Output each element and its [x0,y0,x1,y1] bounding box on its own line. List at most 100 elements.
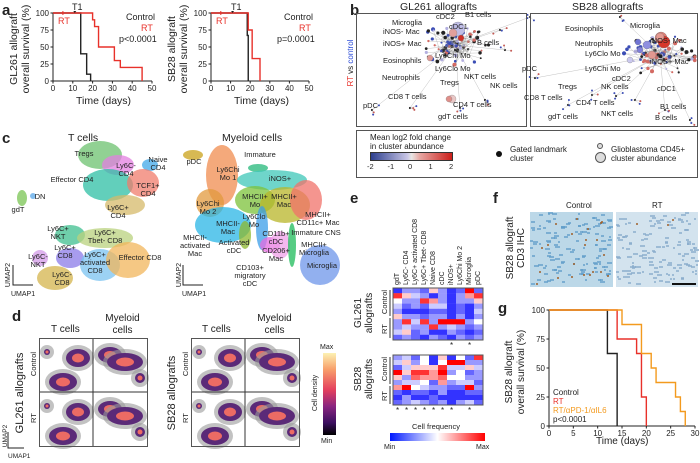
heatmap-cell [456,400,466,406]
t-cell-cluster-label: TCF1+ CD4 [136,181,160,198]
y-tick-label: 75 [40,26,49,35]
heatmap-cell [411,329,421,335]
heatmap-cell [474,288,484,294]
sb28-cluster-label: pDC [522,64,538,73]
heatmap-cell [402,365,412,371]
y-tick-label: 25 [40,60,49,69]
cluster-node [627,45,631,49]
cluster-node [687,58,691,62]
y-tick-label: 100 [532,306,546,315]
network-edge [455,42,467,62]
panel-label-d: d [12,308,22,325]
tissue-texture [539,242,542,245]
abundance-line1: Glioblastoma CD45+ [611,145,686,154]
tissue-texture [533,264,539,267]
lfc-tick-label: 2 [449,162,454,171]
t-cell-cluster-label: Ly6C- CD4 [116,161,136,178]
heatmap-cell [438,355,448,361]
cluster-node [440,41,443,44]
heatmap-cell [465,308,475,315]
myeloid-umap-title: Myeloid cells [222,132,283,144]
tissue-texture [618,277,621,280]
t-cell-cluster-label: Ly6C+ CD4 [107,203,129,220]
sb28-network-title: SB28 allografts [572,1,644,13]
y-tick-label: 100 [194,9,208,18]
lfc-title-line2: in cluster abundance [370,142,444,151]
sb28-cluster-label: B1 cells [660,102,687,111]
heatmap-cell [474,395,484,401]
heatmap-cell [402,293,412,299]
heatmap-column-label: Ly6C+ activated CD8 [412,218,419,285]
rt-vs-control-label: RT vs control [346,28,356,98]
cd3-positive-cell [671,219,674,222]
tissue-texture [681,259,685,262]
myeloid-cluster-label: CD11b+ cDC [262,229,290,246]
heatmap-cell [393,400,403,406]
heatmap-cell [447,314,457,320]
cd3-positive-cell [547,244,550,247]
cluster-node [692,58,697,63]
tissue-texture [606,261,612,264]
heatmap-cell [393,390,403,396]
cluster-node [613,92,616,95]
heatmap-cell [474,319,484,325]
heatmap-column-label: Naive CD8 [430,251,437,285]
tissue-texture [577,212,580,215]
x-tick-label: 30 [265,84,274,93]
myeloid-cluster-label: Microglia [306,261,338,270]
t-cells-col: T cells [51,324,80,335]
vs-text: vs [346,63,355,77]
heatmap-cell [465,360,475,366]
sb28-cluster-label: iNOS+ Mac [650,57,689,66]
network-edge [652,38,670,60]
lfc-tick-label: -1 [387,162,395,171]
significance-star: * [414,406,417,415]
heatmap-cell [447,360,457,366]
heatmap-cell [429,329,439,335]
gl261-cluster-label: Tregs [440,78,459,87]
heatmap-border [392,287,484,341]
heatmap-column-label: cDC [439,271,446,285]
cluster-node [673,35,677,38]
cd3-positive-cell [555,222,558,225]
heatmap-cell [420,298,430,304]
cluster-node [461,59,465,62]
tissue-texture [642,254,647,257]
sb28-cluster-label: Ly6Chi Mo [585,64,621,73]
gl261-cluster-label: pDC [363,101,379,110]
network-edge [623,53,653,63]
heatmap-cell [456,395,466,401]
heatmap-cell [402,360,412,366]
tissue-texture [693,218,696,221]
density-peak [56,377,70,387]
cd3-positive-cell [606,275,609,278]
heatmap-cell [465,319,475,325]
ihc-row-label: SB28 allograft CD3 IHC [505,208,527,288]
umap-cluster [237,170,307,190]
umap-cluster [239,221,251,249]
heatmap-cell [411,298,421,304]
tissue-texture [633,231,637,234]
tissue-texture [647,256,650,259]
tissue-texture [538,264,543,267]
sb28-density-grid [191,338,300,447]
tissue-texture [641,270,645,273]
y-label-line2: overall survival (%) [178,4,190,94]
density-plot [40,399,94,449]
network-edge [455,41,465,65]
tissue-texture [547,213,550,216]
tissue-texture [571,249,575,252]
tissue-texture [549,256,554,259]
heatmap-cell [456,308,466,315]
tissue-texture [599,250,602,253]
tissue-texture [685,238,690,241]
heatmap-cell [420,324,430,330]
network-edge [428,40,456,43]
density-peak [137,375,143,381]
heatmap-cell [456,314,466,320]
tissue-texture [582,256,586,259]
sb28-cluster-label: CD8 T cells [524,93,563,102]
cluster-node [621,51,627,56]
tissue-texture [543,227,546,230]
heatmap-cell [474,360,484,366]
